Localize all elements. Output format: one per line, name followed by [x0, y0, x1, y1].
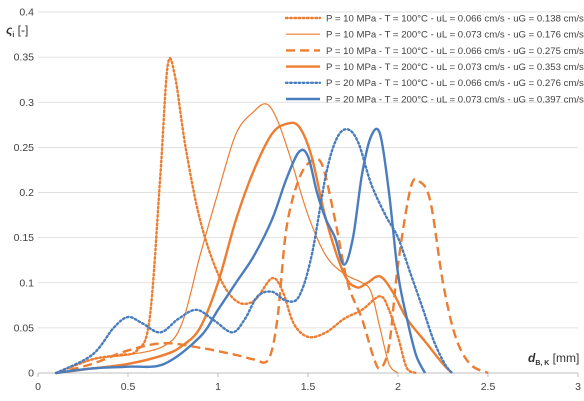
x-tick-label: 0.5 — [121, 381, 136, 393]
y-tick-label: 0.35 — [14, 52, 35, 64]
x-tick-label: 2.5 — [481, 381, 496, 393]
x-tick-label: 1.5 — [301, 381, 316, 393]
legend-label-6: P = 20 MPa - T = 200°C - uL = 0.073 cm/s… — [326, 94, 584, 105]
legend-label-2: P = 10 MPa - T = 200°C - uL = 0.073 cm/s… — [326, 30, 584, 41]
legend: P = 10 MPa - T = 100°C - uL = 0.066 cm/s… — [284, 13, 584, 105]
y-tick-label: 0.15 — [14, 232, 35, 244]
series-lines — [54, 56, 489, 375]
y-tick-label: 0.3 — [19, 97, 34, 109]
gridlines — [38, 11, 578, 329]
series-line-5 — [54, 127, 454, 375]
y-tick-label: 0.2 — [19, 187, 34, 199]
y-axis-label: ςi [-] — [6, 23, 28, 39]
y-tick-label: 0 — [28, 368, 34, 380]
x-tick-label: 0 — [35, 381, 41, 393]
series-line-2 — [55, 103, 399, 374]
y-tick-label: 0.05 — [14, 322, 35, 334]
series-line-3 — [55, 157, 489, 375]
series-line-4 — [55, 121, 453, 375]
legend-label-4: P = 10 MPa - T = 200°C - uL = 0.073 cm/s… — [326, 62, 584, 73]
x-tick-label: 2 — [395, 381, 401, 393]
legend-label-3: P = 10 MPa - T = 100°C - uL = 0.066 cm/s… — [326, 46, 584, 57]
legend-label-1: P = 10 MPa - T = 100°C - uL = 0.066 cm/s… — [326, 13, 584, 24]
x-tick-label: 1 — [215, 381, 221, 393]
y-tick-label: 0.25 — [14, 142, 35, 154]
legend-label-5: P = 20 MPa - T = 100°C - uL = 0.066 cm/s… — [326, 78, 584, 89]
x-tick-label: 3 — [575, 381, 581, 393]
y-tick-label: 0.1 — [19, 277, 34, 289]
x-axis-label: dB, K [mm] — [528, 351, 579, 367]
axes: 0 0.05 0.1 0.15 0.2 0.25 0.3 0.35 0.4 0 0.5 1 1.5 2 2.… — [14, 7, 582, 394]
y-tick-label: 0.4 — [19, 7, 34, 19]
series-line-1 — [54, 56, 418, 375]
series-line-6 — [55, 127, 427, 375]
